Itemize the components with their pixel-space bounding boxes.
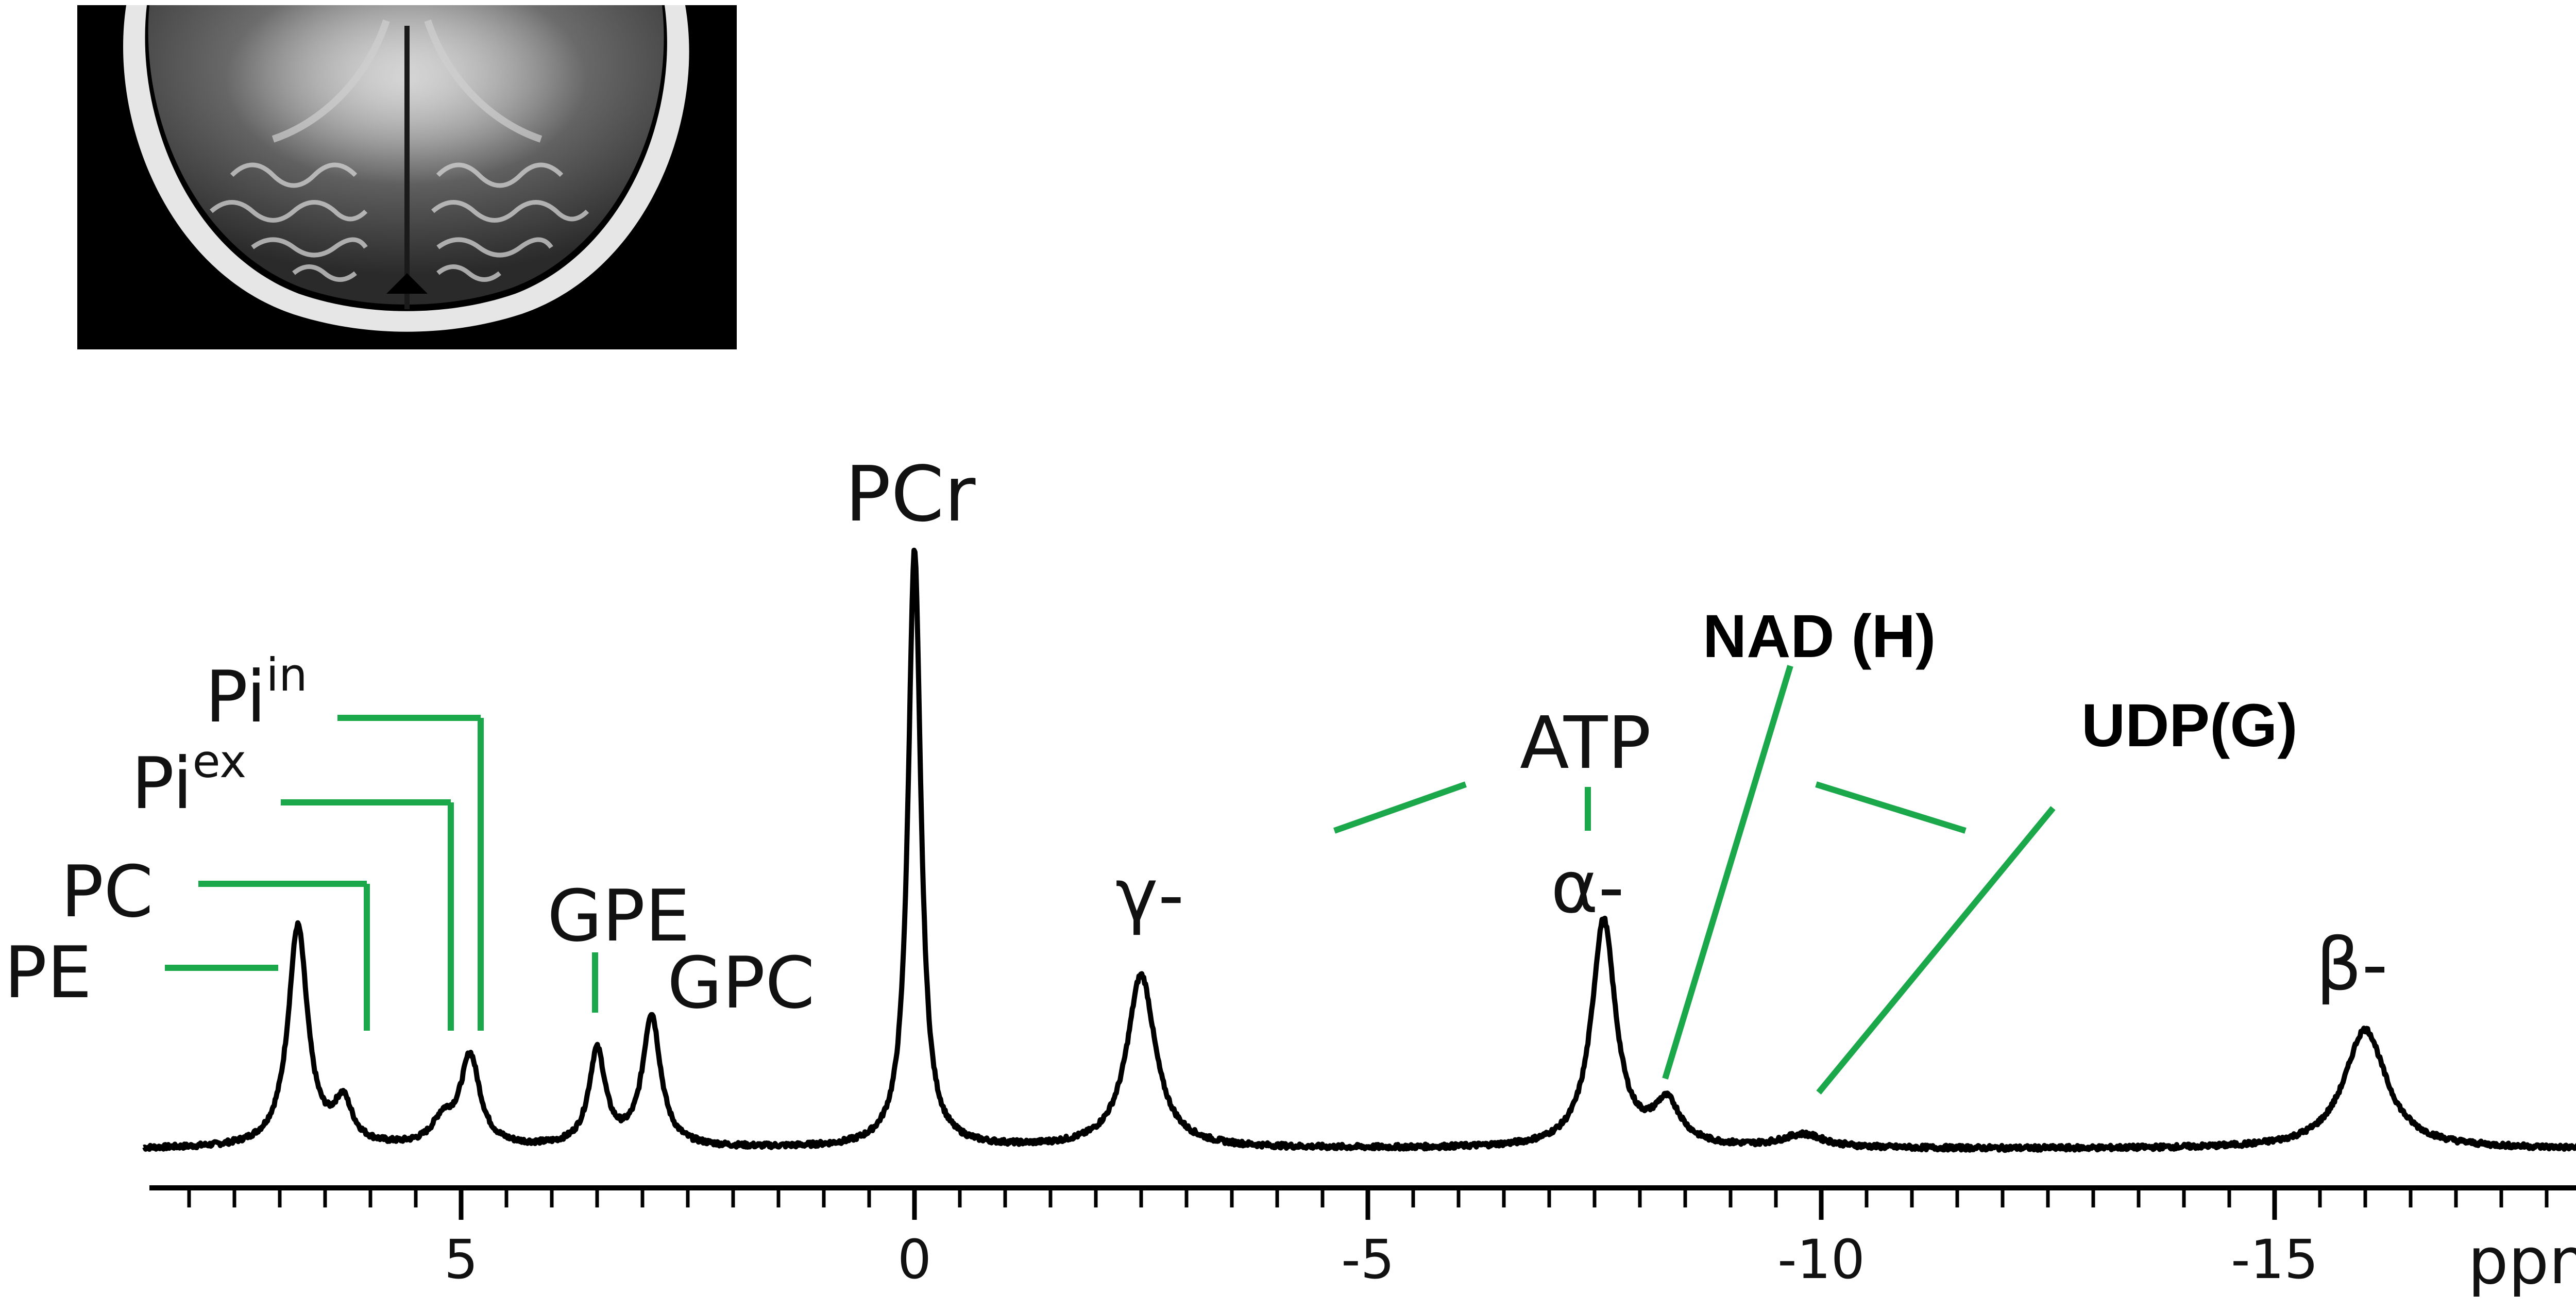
mri-brain-inset-image	[77, 5, 737, 349]
nad-leader	[1662, 665, 1793, 1080]
udp-leader	[1816, 806, 2056, 1095]
x-axis-label: ppm	[2468, 1224, 2576, 1299]
piex-label: Piex	[131, 735, 246, 825]
annotation-leader-lines	[165, 665, 2056, 1095]
alpha-atp-label: α-	[1551, 846, 1624, 930]
x-axis-tick-labels: 5 0 -5 -10 -15	[444, 1228, 2318, 1291]
atp-label: ATP	[1520, 701, 1651, 785]
tick-label: -5	[1341, 1228, 1395, 1291]
tick-label: 0	[897, 1228, 931, 1291]
pcr-label: PCr	[845, 450, 976, 539]
beta-atp-label: β-	[2316, 923, 2388, 1007]
atp-leader-left	[1333, 781, 1467, 834]
gpc-label: GPC	[667, 942, 815, 1025]
pc-label: PC	[61, 850, 154, 933]
tick-label: -15	[2231, 1228, 2318, 1291]
pe-label: PE	[4, 931, 92, 1014]
tick-label: 5	[444, 1228, 478, 1291]
nad-label: NAD (H)	[1703, 602, 1936, 670]
udp-label: UDP(G)	[2081, 692, 2298, 760]
gamma-atp-label: γ-	[1115, 853, 1184, 937]
spectrum-trace	[142, 547, 2576, 1153]
x-axis-major-ticks	[459, 1188, 2277, 1220]
gpe-label: GPE	[547, 875, 690, 958]
atp-leader-right	[1815, 781, 1967, 834]
tick-label: -10	[1777, 1228, 1865, 1291]
x-axis-minor-ticks	[187, 1188, 2549, 1207]
posterior-notch	[386, 273, 428, 294]
piin-label: Piin	[205, 648, 308, 738]
